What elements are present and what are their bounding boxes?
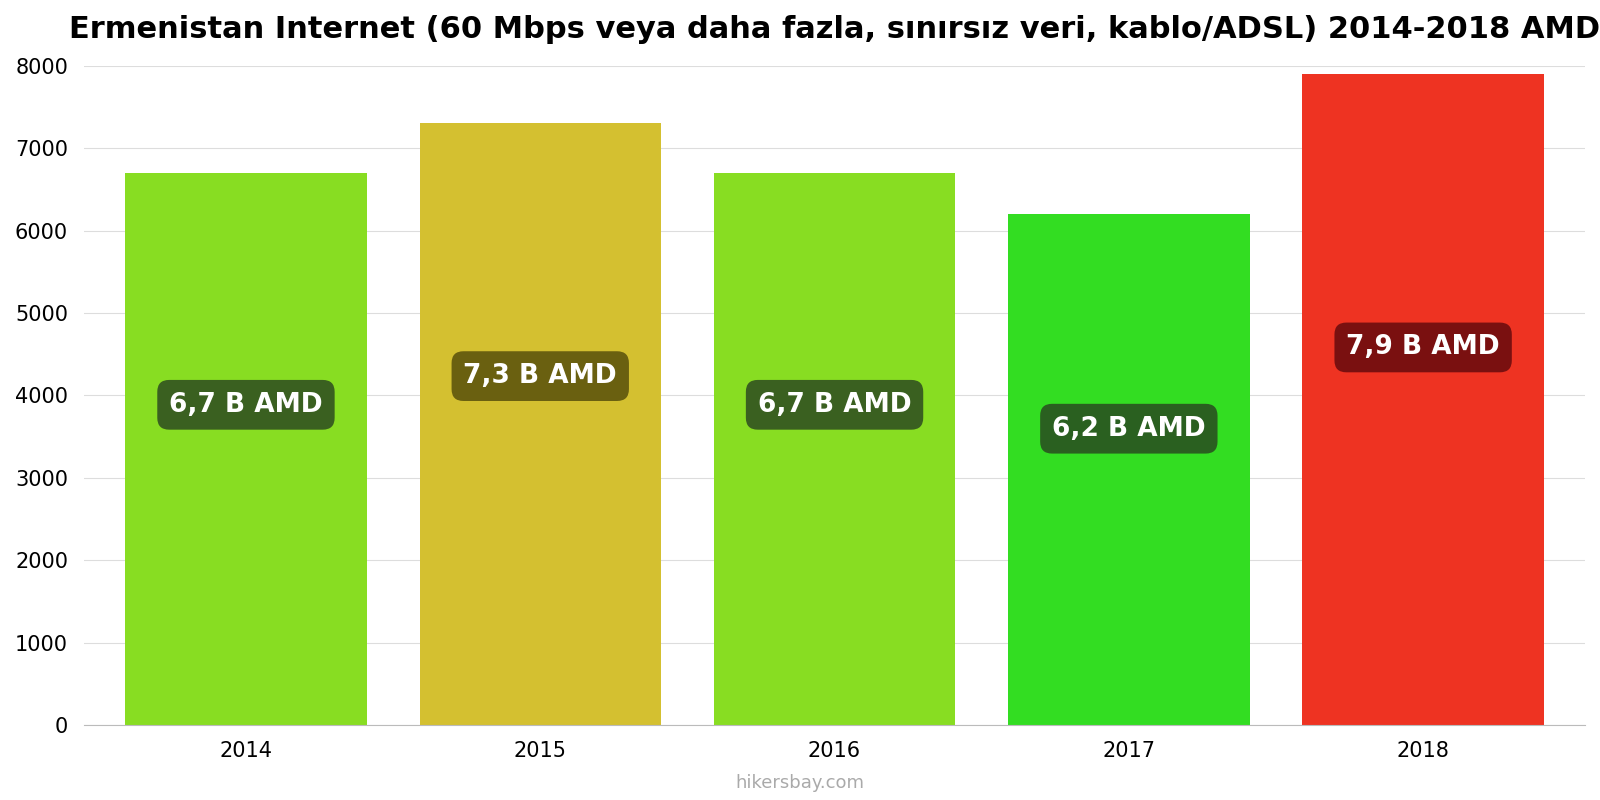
Text: 7,3 B AMD: 7,3 B AMD — [464, 363, 618, 389]
Bar — [714, 173, 955, 725]
Text: 6,7 B AMD: 6,7 B AMD — [758, 392, 912, 418]
Text: 6,7 B AMD: 6,7 B AMD — [170, 392, 323, 418]
Bar — [1302, 74, 1544, 725]
Bar — [125, 173, 366, 725]
Text: 6,2 B AMD: 6,2 B AMD — [1053, 416, 1206, 442]
Text: hikersbay.com: hikersbay.com — [736, 774, 864, 792]
Title: Ermenistan Internet (60 Mbps veya daha fazla, sınırsız veri, kablo/ADSL) 2014-20: Ermenistan Internet (60 Mbps veya daha f… — [69, 15, 1600, 44]
Bar — [419, 123, 661, 725]
Bar — [1008, 214, 1250, 725]
Text: 7,9 B AMD: 7,9 B AMD — [1346, 334, 1499, 361]
